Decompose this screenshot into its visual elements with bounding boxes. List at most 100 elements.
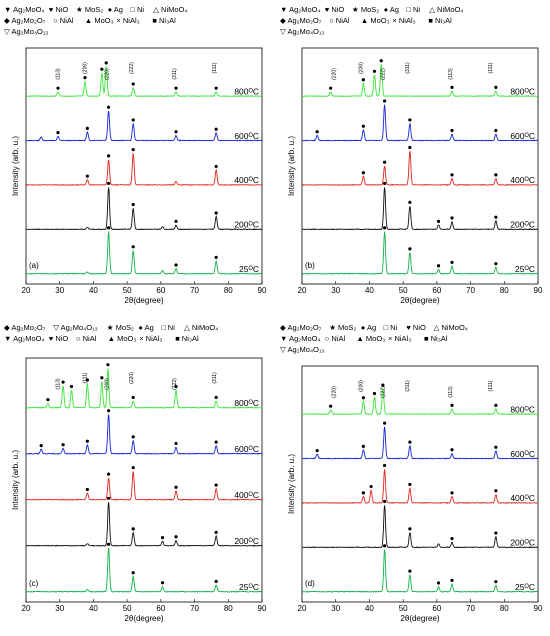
- panel-tag: (d): [305, 579, 315, 588]
- legend-label: Ag₂Mo₂O₇: [286, 16, 322, 25]
- legend-label: Ni₃Al: [429, 334, 448, 343]
- peak-marker: [361, 444, 365, 448]
- x-tick-label: 70: [466, 286, 475, 295]
- legend-entry: ■ Ni₃Al: [152, 16, 176, 25]
- peak-marker: [450, 403, 454, 407]
- peak-marker: [174, 384, 178, 389]
- peak-marker: [436, 264, 441, 268]
- legend-label: MoS₂: [83, 5, 104, 14]
- legend-label: MoO₃: [115, 334, 136, 343]
- temperature-label: 600ᴼC: [510, 449, 535, 459]
- legend-label: NiAl: [81, 334, 97, 343]
- xrd-trace: [301, 387, 539, 416]
- legend-symbol: ▽: [53, 323, 60, 332]
- hkl-annotation: (113): [56, 68, 62, 80]
- x-tick-label: 30: [55, 604, 64, 613]
- y-axis-label: Intensity (arb. u.): [287, 136, 296, 196]
- peak-marker: [107, 181, 111, 186]
- x-tick-label: 20: [298, 604, 307, 613]
- legend-label: Ag: [143, 323, 154, 332]
- legend-entry: ▽ Ag₂Mo₄O₁₃: [280, 345, 324, 354]
- peak-marker: [107, 226, 111, 230]
- legend-label: NiAl: [334, 16, 350, 25]
- x-tick-label: 40: [89, 604, 98, 613]
- legend-label: NiAl₃: [392, 334, 411, 343]
- legend-symbol: ×: [388, 334, 392, 343]
- legend-symbol: □: [384, 323, 389, 332]
- x-tick-label: 80: [224, 604, 233, 613]
- peak-marker: [174, 130, 178, 134]
- legend-symbol: ▽: [280, 27, 287, 36]
- legend-label: Ag₂MoO₄: [287, 334, 320, 343]
- peak-marker: [85, 174, 89, 178]
- legend-label: Ni: [166, 323, 176, 332]
- x-tick-label: 50: [123, 286, 132, 295]
- legend-entry: ★ MoS₂: [329, 323, 356, 332]
- legend-symbol: ○: [325, 334, 330, 343]
- x-tick-label: 80: [500, 604, 509, 613]
- peak-marker: [131, 527, 135, 531]
- x-tick-label: 60: [156, 286, 165, 295]
- legend-label: Ni₃Al: [157, 16, 176, 25]
- x-tick-label: 40: [89, 286, 98, 295]
- legend-symbol: ○: [76, 334, 81, 343]
- peak-marker: [83, 76, 87, 80]
- legend-symbol: ●: [361, 323, 366, 332]
- hkl-annotation: (113): [448, 68, 454, 80]
- peak-marker: [383, 99, 387, 103]
- legend-symbol: △: [153, 5, 160, 14]
- peak-marker: [450, 578, 454, 583]
- panel-tag: (b): [305, 261, 315, 270]
- peak-marker: [436, 219, 441, 223]
- legend-entry: □ Ni: [384, 323, 398, 332]
- peak-marker: [131, 395, 135, 400]
- peak-marker: [361, 491, 365, 495]
- legend-entry: ■ Ni₃Al: [428, 16, 452, 25]
- peak-marker: [107, 496, 111, 500]
- legend-label: NiAl: [58, 16, 74, 25]
- xrd-trace: [25, 231, 263, 275]
- peak-marker: [174, 485, 178, 489]
- legend-label: Ni₃Al: [180, 334, 199, 343]
- peak-marker: [408, 118, 412, 122]
- peak-marker: [361, 78, 365, 82]
- legend-label: NiMoO₄: [435, 5, 463, 14]
- xrd-trace: [26, 471, 263, 501]
- peak-marker: [494, 580, 498, 584]
- legend-label: Ag₂MoO₄: [11, 334, 44, 343]
- legend-label: Ag₂Mo₂O₇: [10, 323, 46, 332]
- hkl-annotation: (113): [56, 378, 62, 390]
- hkl-annotation: (111): [488, 380, 494, 391]
- xrd-trace: [26, 153, 262, 186]
- x-tick-label: 50: [399, 286, 408, 295]
- peak-marker: [174, 86, 178, 90]
- legend-entry: ◆ Ag₂Mo₂O₇: [280, 16, 322, 25]
- hkl-annotation: (311): [405, 380, 411, 392]
- legend-entry: × NiAl₃: [388, 334, 411, 343]
- legend-entry: × NiAl₃: [392, 16, 415, 25]
- peak-marker: [106, 363, 110, 367]
- x-tick-label: 80: [224, 286, 233, 295]
- legend-symbol: ▲: [108, 334, 115, 343]
- peak-marker: [494, 531, 498, 535]
- legend-entry: ○ NiAl: [325, 334, 346, 343]
- legend-label: NiAl₃: [397, 16, 416, 25]
- xrd-trace: [25, 414, 263, 455]
- legend-symbol: ○: [329, 16, 334, 25]
- temperature-label: 25ᴼC: [515, 264, 535, 274]
- legend-symbol: ★: [76, 5, 83, 14]
- peak-marker: [131, 571, 135, 575]
- legend-entry: × NiAl₃: [139, 334, 162, 343]
- legend-label: Ag₂Mo₄O₁₃: [286, 27, 325, 36]
- legend-entry: ◆ Ag₂Mo₂O₇: [4, 16, 46, 25]
- legend-label: Ni: [388, 323, 398, 332]
- xrd-trace: [302, 469, 538, 504]
- hkl-annotation: (222): [172, 378, 178, 390]
- peak-marker: [408, 482, 412, 487]
- x-tick-label: 90: [534, 604, 543, 613]
- legend-label: NiAl₃: [144, 334, 163, 343]
- peak-marker: [214, 255, 218, 259]
- temperature-label: 200ᴼC: [510, 538, 535, 548]
- chart-panel-c: ◆ Ag₂Mo₂O₇ ▽ Ag₂Mo₄O₁₃ ★ MoS₂ ● Ag □ Ni …: [4, 323, 267, 623]
- peak-marker: [174, 441, 178, 446]
